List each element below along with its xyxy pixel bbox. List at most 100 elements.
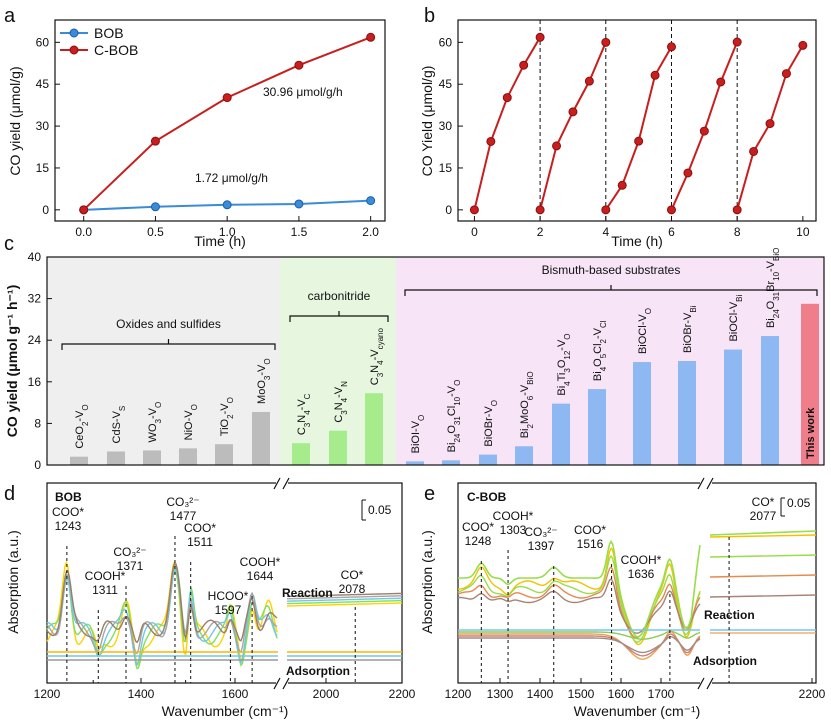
c-label-part: Cl [592,343,604,353]
panel-d-reaction-label: Reaction [282,586,333,600]
panel-b-ylabel: CO Yield (μmol/g) [419,66,435,177]
c-category-label-16: BiOBr-VBi [682,305,698,353]
a-point-C-BOB [366,32,376,42]
panel-b-xlabel: Time (h) [611,233,663,249]
panel-a-xlabel: Time (h) [194,233,246,249]
d-reaction-spectrum-3 [46,562,278,655]
c-group-bracket-2 [404,285,818,296]
c-bar-2 [143,450,161,465]
d-reaction-spectrum-right-2 [286,597,403,602]
b-xtick-label: 6 [668,225,675,239]
e-reaction-spectrum-main-right [709,530,817,536]
a-ytick-label: 0 [42,203,49,217]
c-label-sub: cyano [376,328,385,350]
c-label-part: MoO [519,400,531,424]
c-label-part: -V [519,384,531,396]
panel-e-label: e [424,483,435,505]
c-bar-16 [678,361,696,465]
c-label-sub: 3 [453,420,462,425]
c-label-part: MoO [256,380,268,404]
panel-d-adsorption-label: Adsorption [286,664,350,678]
d-reaction-spectrum-right-4 [286,592,403,598]
c-category-label-11: BiOBr-VO [483,400,499,447]
c-label-sub: 4 [599,366,608,371]
panel-e-spectra [457,530,817,660]
e-peak-species: COOH* [493,509,534,523]
c-ytick-label: 16 [28,375,42,389]
c-bar-5 [252,411,270,465]
c-ytick-label: 0 [34,458,41,472]
panel-d-xlabel: Wavenumber (cm⁻¹) [162,703,289,719]
c-bar-3 [179,448,197,465]
panel-e-ylabel: Absorption (a.u.) [419,530,435,634]
c-category-label-13: Bi4Ti3O12-VO [556,333,572,395]
b-cycle-point [749,146,759,156]
panel-a-legend: BOB C-BOB [60,25,138,58]
e-reaction-spectrum-right-3 [709,594,817,598]
rate-cbob-annotation: 30.96 μmol/g/h [263,85,343,99]
d-peak-species: COO* [52,505,84,519]
e-xtick-label: 1600 [608,687,635,701]
panel-a: a 0.0 0.5 1.0 1.5 2.0 0 15 30 45 60 BOB C-BOB 30.… [4,5,386,249]
d-peak-species: CO* [341,568,364,582]
d-peak-wavenumber: 1477 [170,509,197,523]
c-label-part: O [556,359,568,368]
c-label-part: C [333,415,345,423]
a-point-BOB [222,200,232,210]
b-xtick-label: 4 [602,225,609,239]
c-category-label-19: This work [805,407,817,459]
c-label-part: N [369,365,381,373]
e-peak-wavenumber: 1248 [465,534,492,548]
c-category-label-14: Bi4O5Cl2-VCl [592,320,608,381]
panel-d-spectra [46,560,403,670]
c-label-sub: O [490,400,499,406]
panel-d-title: BOB [55,490,82,504]
e-adsorption-spectrum-4 [458,635,701,654]
e-xtick-label: 1400 [527,687,554,701]
d-peak-wavenumber: 2078 [339,582,366,596]
panel-d-scale-bar-value: 0.05 [368,503,392,517]
b-cycle-point [765,119,775,129]
c-label-sub: 4 [303,410,312,415]
c-label-part: BiOCl [637,325,649,354]
b-ytick-label: 30 [439,119,453,133]
a-point-BOB [294,199,304,209]
legend-bob: BOB [94,25,124,41]
panel-a-label: a [4,5,16,27]
c-label-sub: 4 [453,433,462,438]
c-label-part: O [765,300,777,309]
d-reaction-spectrum-right-3 [286,595,403,600]
e-reaction-spectrum-0 [458,547,701,646]
panel-e-title: C-BOB [467,490,507,504]
c-label-sub: O [81,404,90,410]
c-label-sub: 1 [453,416,462,421]
a-xtick-label: 0.5 [147,225,164,239]
c-label-sub: O [644,308,653,314]
c-label-part: Bi [765,318,777,328]
c-category-label-9: BiOI-VO [410,415,426,454]
c-label-part: WO [147,423,159,442]
c-label-part: -V [728,301,740,313]
panel-d-peak-labels: COO*1243COOH*1311CO₃²⁻1371CO₃²⁻1477COO*1… [52,495,366,683]
panel-e-peak-labels: COO*1248COOH*1303CO₃²⁻1397COO*1516COOH*1… [462,495,777,683]
c-label-part: -V [147,407,159,419]
c-category-label-10: Bi24O31Cl10-VO [446,380,462,453]
panel-e: e 1200 1300 1400 1500 1600 1700 2200 COO*1248C… [419,477,826,719]
b-xtick-label: 2 [537,225,544,239]
c-category-label-2: WO3-VO [147,402,163,443]
c-label-sub: 1 [772,276,781,281]
b-cycle-point [601,37,611,47]
c-category-label-18: Bi24O31Br10-VBiO [765,248,781,328]
e-reaction-spectrum-right-1 [709,554,817,558]
panel-e-scale-bar-value: 0.05 [787,496,811,510]
c-bar-4 [215,444,233,465]
c-bar-13 [552,403,570,465]
c-label-sub: 3 [340,410,349,415]
panel-a-ylabel: CO yield (μmol/g) [7,66,23,175]
c-category-label-15: BiOCl-VO [637,308,653,354]
c-bar-11 [479,454,497,465]
c-label-sub: 2 [226,414,235,419]
d-peak-wavenumber: 1311 [92,583,118,597]
